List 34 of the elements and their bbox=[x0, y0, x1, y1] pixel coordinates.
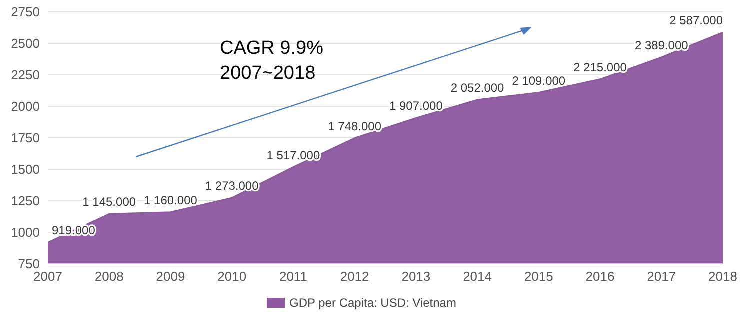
x-tick-label: 2011 bbox=[279, 269, 308, 284]
y-tick-label: 1500 bbox=[11, 162, 40, 178]
y-tick-label: 2500 bbox=[11, 36, 40, 52]
x-tick-label: 2016 bbox=[586, 269, 615, 284]
data-label: 2 389.000 bbox=[634, 38, 689, 52]
data-label: 2 052.000 bbox=[450, 80, 505, 95]
annotation: CAGR 9.9% bbox=[220, 37, 324, 61]
y-tick-label: 2250 bbox=[11, 68, 40, 83]
x-tick-label: 2017 bbox=[647, 269, 676, 284]
x-tick-label: 2007 bbox=[34, 269, 62, 284]
data-label: 2 109.000 bbox=[512, 74, 566, 88]
data-label: 1 145.000 bbox=[82, 195, 136, 210]
y-tick-label: 750 bbox=[18, 256, 40, 272]
data-label: 1 907.000 bbox=[389, 99, 444, 114]
x-tick-label: 2013 bbox=[402, 269, 431, 284]
x-tick-label: 2010 bbox=[218, 269, 247, 284]
y-tick-label: 1000 bbox=[11, 225, 40, 240]
legend-label: GDP per Capita: USD: Vietnam bbox=[288, 296, 456, 310]
x-tick-label: 2014 bbox=[463, 269, 492, 284]
y-tick-label: 2000 bbox=[11, 99, 40, 114]
y-tick-label: 1750 bbox=[11, 130, 40, 146]
y-tick-label: 2750 bbox=[11, 4, 40, 20]
y-tick-label: 1250 bbox=[11, 194, 40, 209]
x-tick-label: 2012 bbox=[340, 269, 370, 284]
x-tick-label: 2009 bbox=[156, 269, 186, 284]
x-tick-label: 2015 bbox=[524, 269, 554, 284]
x-tick-label: 2018 bbox=[708, 269, 738, 284]
data-label: 1 160.000 bbox=[144, 193, 198, 208]
data-label: 1 748.000 bbox=[328, 119, 382, 134]
data-label: 1 517.000 bbox=[266, 148, 320, 162]
x-tick-label: 2008 bbox=[94, 269, 124, 284]
data-label: 2 587.000 bbox=[670, 14, 724, 28]
annotation: 2007~2018 bbox=[220, 62, 317, 86]
data-label: 2 215.000 bbox=[574, 60, 628, 74]
